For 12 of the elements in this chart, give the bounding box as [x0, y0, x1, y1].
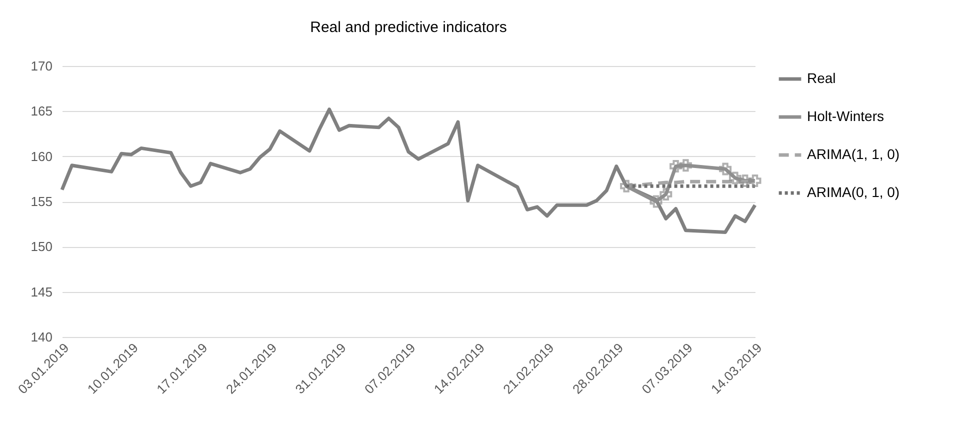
chart-title: Real and predictive indicators: [310, 19, 507, 36]
legend-label: Real: [807, 70, 836, 86]
y-tick-label: 150: [30, 239, 52, 254]
legend-label: Holt-Winters: [807, 108, 884, 124]
y-tick-label: 140: [30, 330, 52, 344]
y-tick-label: 170: [30, 58, 52, 74]
y-tick-label: 160: [30, 148, 52, 164]
legend-label: ARIMA(1, 1, 0): [807, 146, 900, 162]
y-tick-label: 155: [30, 194, 52, 209]
legend-label: ARIMA(0, 1, 0): [807, 184, 900, 200]
y-tick-label: 145: [30, 284, 52, 300]
y-tick-label: 165: [30, 104, 52, 119]
